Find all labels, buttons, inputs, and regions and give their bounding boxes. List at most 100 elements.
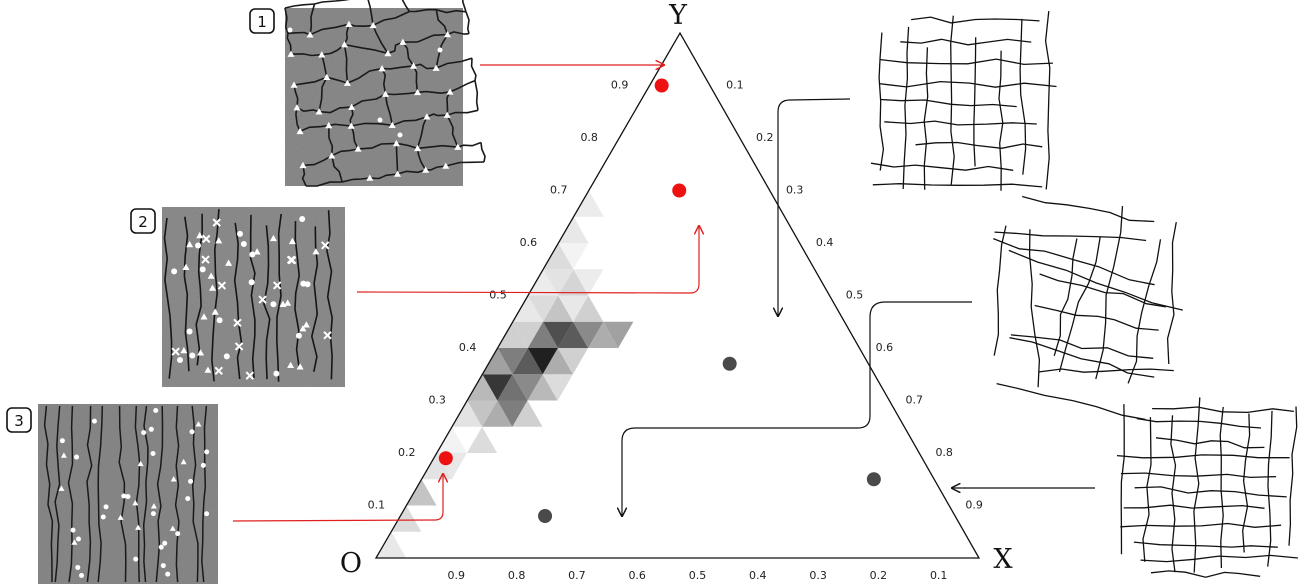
density-cell-25 — [527, 321, 558, 348]
triangle-marker — [446, 88, 454, 95]
crack — [331, 148, 359, 157]
crack — [344, 43, 389, 55]
crack — [878, 32, 885, 171]
triangle-marker — [200, 313, 208, 320]
crack — [1053, 238, 1078, 356]
triangle-marker — [348, 103, 356, 110]
dot-marker — [273, 370, 280, 377]
triangle-marker — [443, 111, 451, 118]
crack — [331, 155, 343, 183]
crack — [416, 116, 428, 149]
triangle-marker — [442, 162, 450, 169]
triangle-marker — [343, 79, 351, 86]
triangle-marker — [204, 366, 212, 373]
crack — [321, 43, 345, 56]
crack — [457, 141, 482, 148]
left-tick-6: 0.7 — [550, 184, 568, 197]
crack — [1120, 472, 1277, 479]
crack — [396, 142, 418, 150]
network-drawing-1 — [870, 11, 1057, 191]
density-cell-20 — [542, 348, 573, 375]
triangle-marker — [423, 113, 431, 120]
gray-point-2 — [538, 509, 553, 523]
panel-label-2: 2 — [130, 208, 156, 234]
density-cell-28 — [512, 321, 543, 348]
left-tick-2: 0.3 — [428, 394, 446, 407]
density-cell-19 — [512, 348, 543, 375]
bottom-tick-4: 0.5 — [689, 569, 707, 582]
dot-marker — [79, 572, 85, 578]
black-arrow-2 — [622, 301, 972, 516]
crack — [358, 142, 397, 150]
crack — [426, 113, 448, 118]
crack — [1219, 406, 1224, 569]
cross-marker — [233, 318, 242, 328]
crack — [470, 58, 477, 81]
crack — [1166, 221, 1177, 365]
density-cell-36 — [558, 295, 589, 322]
density-cell-21 — [497, 348, 528, 375]
triangle-marker — [225, 259, 233, 266]
dot-marker — [162, 540, 168, 546]
crack — [1140, 554, 1298, 563]
crack — [412, 65, 419, 93]
crack — [372, 10, 410, 27]
cross-marker — [234, 342, 244, 351]
bottom-tick-6: 0.3 — [809, 569, 827, 582]
crack — [349, 106, 354, 127]
triangle-marker — [432, 64, 440, 71]
dot-marker — [240, 240, 247, 247]
triangle-marker — [354, 145, 362, 152]
crack — [480, 142, 486, 163]
red-point-1 — [654, 78, 669, 93]
crack — [321, 54, 328, 78]
crack — [290, 53, 322, 57]
crack — [395, 143, 399, 175]
micrograph-1 — [284, 0, 486, 187]
dot-marker — [74, 454, 80, 460]
triangle-marker — [170, 476, 177, 482]
dot-marker — [397, 132, 403, 138]
density-cell-42 — [558, 243, 589, 270]
ternary-outline — [374, 31, 981, 559]
crack — [326, 76, 348, 84]
density-cell-17 — [542, 374, 573, 401]
right-tick-6: 0.7 — [906, 394, 924, 407]
crack — [915, 141, 1043, 149]
crack — [385, 91, 418, 96]
crack — [86, 405, 93, 583]
dot-marker — [70, 527, 76, 533]
crack — [446, 114, 459, 148]
triangle-marker — [388, 121, 396, 128]
crack — [381, 65, 414, 70]
triangle-marker — [325, 121, 333, 129]
svg-text:3: 3 — [14, 412, 24, 430]
density-cell-1 — [391, 505, 422, 532]
crack — [879, 80, 1057, 88]
crack — [183, 216, 190, 372]
crack — [998, 50, 1004, 191]
crack — [1116, 454, 1290, 459]
vertex-label-x: X — [993, 544, 1013, 575]
crack — [233, 222, 243, 379]
triangle-marker — [60, 452, 67, 458]
crack — [263, 225, 271, 380]
dot-marker — [188, 478, 194, 484]
crack — [296, 106, 320, 113]
crack — [401, 0, 411, 12]
density-cell-2 — [406, 479, 437, 506]
crack — [461, 0, 467, 13]
right-tick-3: 0.4 — [816, 236, 834, 249]
density-cell-31 — [603, 321, 634, 348]
crack — [1288, 406, 1298, 546]
triangle-marker — [279, 300, 287, 307]
density-cell-12 — [467, 374, 498, 401]
bottom-tick-7: 0.2 — [870, 569, 888, 582]
crack — [465, 11, 470, 34]
triangle-marker — [169, 525, 176, 531]
crack — [1034, 304, 1159, 331]
crack — [1044, 11, 1051, 190]
crack — [436, 8, 467, 14]
triangle-marker — [414, 144, 422, 152]
